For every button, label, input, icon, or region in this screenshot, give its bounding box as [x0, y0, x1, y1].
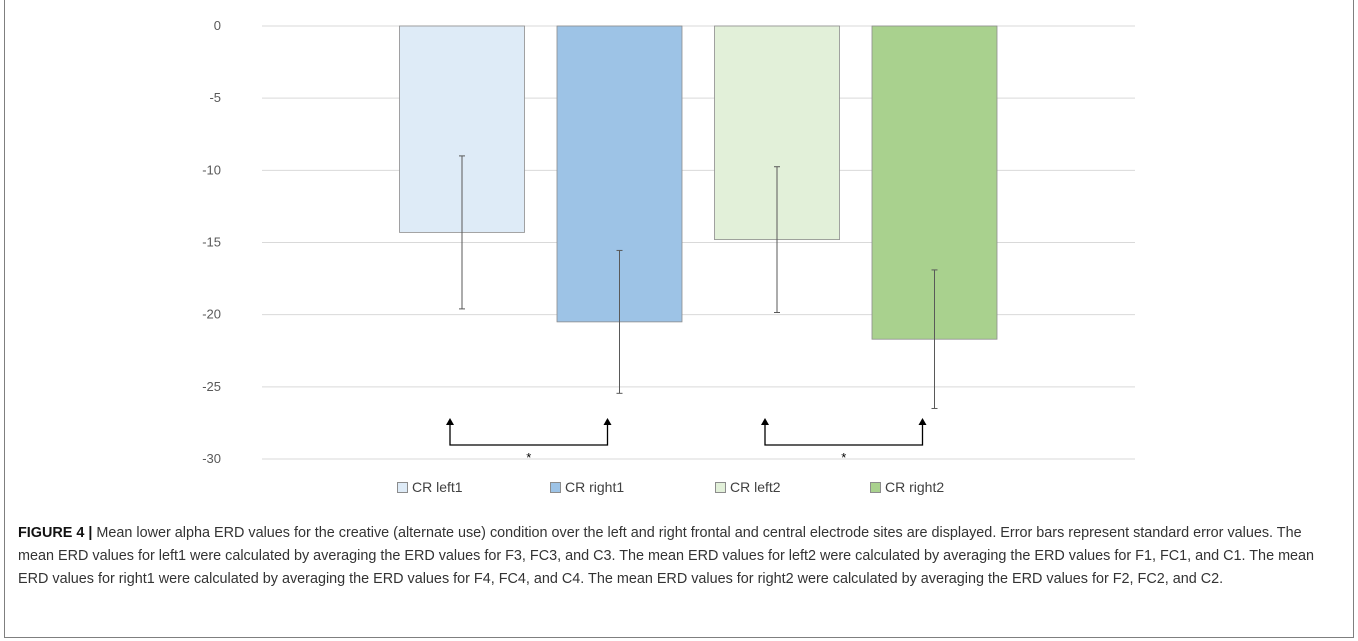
y-tick-label: -30 — [202, 451, 221, 466]
significance-bracket — [449, 424, 609, 446]
arrow-head — [761, 418, 769, 425]
arrow-head — [446, 418, 454, 425]
y-tick-label: -25 — [202, 379, 221, 394]
legend-swatch — [715, 481, 726, 493]
y-axis-ticks: 0 -5 -10 -15 -20 -25 -30 — [202, 18, 221, 466]
figure-caption: FIGURE 4 | Mean lower alpha ERD values f… — [18, 522, 1340, 591]
figure-frame — [4, 0, 1354, 638]
caption-text: Mean lower alpha ERD values for the crea… — [18, 525, 1315, 587]
bar-chart: 0-5-10-15-20-25-30 * * — [202, 18, 1135, 466]
y-tick-label: -15 — [202, 235, 221, 250]
legend-item: CR right1 — [550, 479, 624, 495]
legend-item: CR left1 — [397, 479, 463, 495]
legend-label: CR left2 — [730, 479, 781, 495]
legend-label: CR left1 — [412, 479, 463, 495]
y-tick-label: -5 — [209, 90, 221, 105]
legend-swatch — [870, 481, 881, 493]
significance-bracket — [764, 424, 924, 446]
caption-label: FIGURE 4 | — [18, 525, 93, 541]
legend-item: CR right2 — [870, 479, 944, 495]
arrow-head — [918, 418, 927, 425]
legend-item: CR left2 — [715, 479, 781, 495]
gridlines — [262, 25, 1135, 460]
bars — [399, 25, 998, 340]
arrow-head — [603, 418, 612, 425]
significance-annotations: * * — [446, 418, 927, 465]
error-bars — [459, 155, 938, 409]
y-tick-label: -20 — [202, 307, 221, 322]
legend-label: CR right2 — [885, 479, 945, 495]
significance-label: * — [841, 450, 846, 465]
legend-swatch — [550, 481, 561, 493]
significance-label: * — [526, 450, 531, 465]
legend-label: CR right1 — [565, 479, 625, 495]
y-tick-label: 0 — [214, 18, 221, 33]
y-tick-label: -10 — [202, 162, 221, 177]
legend-swatch — [397, 481, 408, 493]
legend: CR left1 CR right1 CR left2 CR right2 — [0, 479, 1358, 503]
